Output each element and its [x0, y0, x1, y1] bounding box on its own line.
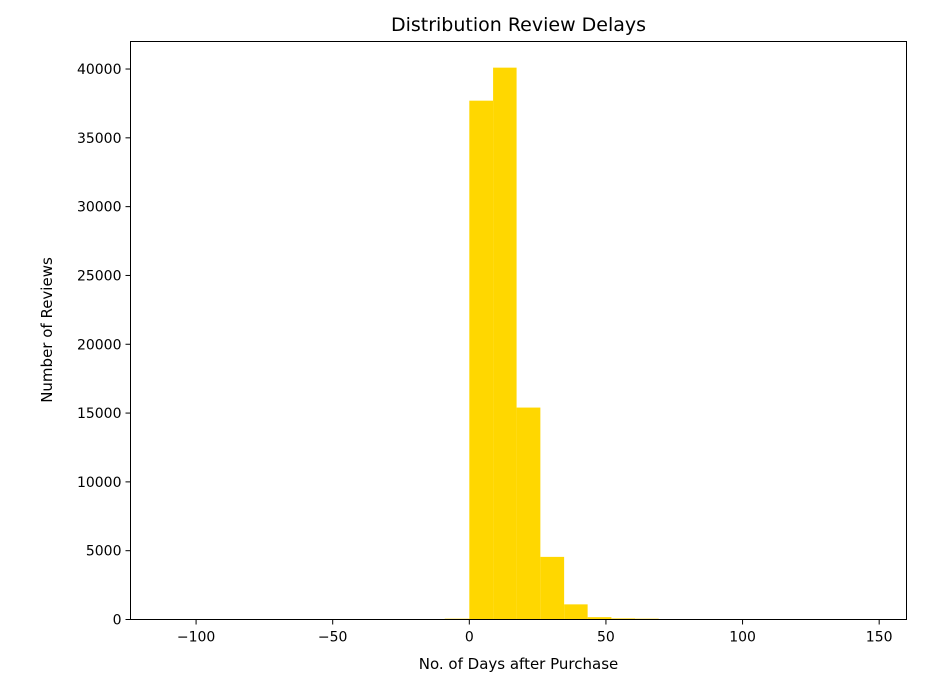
x-axis-label: No. of Days after Purchase [419, 655, 618, 673]
x-tick-label: −100 [177, 630, 215, 646]
bars-layer [444, 67, 659, 620]
histogram-bar-6 [587, 617, 612, 620]
x-tick-label: −50 [318, 630, 348, 646]
plot-frame [130, 41, 907, 620]
y-tick-label: 20000 [77, 337, 122, 353]
y-tick-label: 10000 [77, 475, 122, 491]
histogram-bar-1 [469, 100, 494, 620]
x-tick-label: 50 [597, 630, 615, 646]
histogram-bar-4 [540, 556, 565, 620]
y-axis-ticks: 0 5000 10000 15000 20000 25000 30000 35000 40000 [77, 62, 131, 629]
histogram-bar-2 [493, 67, 517, 620]
y-tick-label: 30000 [77, 200, 122, 216]
histogram-bar-5 [564, 604, 588, 620]
chart-title: Distribution Review Delays [391, 14, 646, 36]
y-tick-label: 40000 [77, 62, 122, 78]
x-tick-label: 100 [729, 630, 756, 646]
y-axis-label: Number of Reviews [38, 257, 56, 403]
y-tick-label: 35000 [77, 131, 122, 147]
histogram-bar-7 [611, 618, 636, 620]
x-tick-label: 0 [465, 630, 474, 646]
x-tick-label: 150 [866, 630, 893, 646]
y-tick-label: 0 [113, 613, 122, 629]
y-tick-label: 15000 [77, 406, 122, 422]
y-tick-label: 5000 [86, 544, 122, 560]
x-axis-ticks: −100 −50 0 50 100 150 [177, 619, 893, 646]
histogram-bar-3 [516, 407, 541, 620]
y-tick-label: 25000 [77, 268, 122, 284]
